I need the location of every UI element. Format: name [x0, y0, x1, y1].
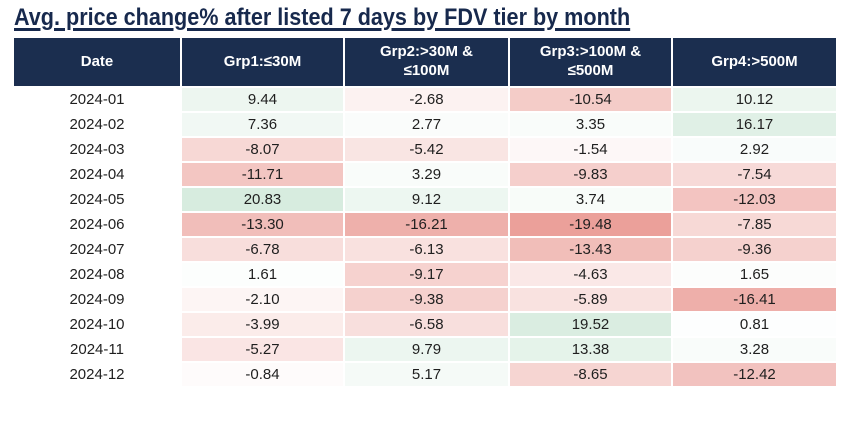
date-column-header: Date — [14, 38, 182, 88]
group-column-header-1: Grp1:≤30M — [182, 38, 345, 88]
value-cell: -6.78 — [182, 238, 345, 263]
value-cell: -12.42 — [673, 363, 836, 388]
date-cell: 2024-12 — [14, 363, 182, 388]
value-cell: 3.35 — [510, 113, 673, 138]
value-cell: -6.58 — [345, 313, 510, 338]
date-cell: 2024-01 — [14, 88, 182, 113]
value-cell: -9.17 — [345, 263, 510, 288]
table-header: Date Grp1:≤30M Grp2:>30M & ≤100M Grp3:>100M… — [14, 38, 836, 88]
date-cell: 2024-07 — [14, 238, 182, 263]
date-cell: 2024-11 — [14, 338, 182, 363]
value-cell: 2.77 — [345, 113, 510, 138]
value-cell: 10.12 — [673, 88, 836, 113]
page-title: Avg. price change% after listed 7 days b… — [14, 4, 631, 31]
value-cell: 5.17 — [345, 363, 510, 388]
value-cell: 3.74 — [510, 188, 673, 213]
value-cell: -2.68 — [345, 88, 510, 113]
date-cell: 2024-06 — [14, 213, 182, 238]
table-row: 2024-06 -13.30 -16.21 -19.48 -7.85 — [14, 213, 836, 238]
value-cell: -16.41 — [673, 288, 836, 313]
date-cell: 2024-10 — [14, 313, 182, 338]
table-row: 2024-08 1.61 -9.17 -4.63 1.65 — [14, 263, 836, 288]
group-column-header-2: Grp2:>30M & ≤100M — [345, 38, 510, 88]
date-cell: 2024-03 — [14, 138, 182, 163]
table-row: 2024-11 -5.27 9.79 13.38 3.28 — [14, 338, 836, 363]
value-cell: 2.92 — [673, 138, 836, 163]
value-cell: -2.10 — [182, 288, 345, 313]
date-cell: 2024-08 — [14, 263, 182, 288]
value-cell: -16.21 — [345, 213, 510, 238]
value-cell: 9.44 — [182, 88, 345, 113]
value-cell: -5.27 — [182, 338, 345, 363]
value-cell: 3.29 — [345, 163, 510, 188]
value-cell: 9.12 — [345, 188, 510, 213]
value-cell: 3.28 — [673, 338, 836, 363]
table-row: 2024-07 -6.78 -6.13 -13.43 -9.36 — [14, 238, 836, 263]
value-cell: -19.48 — [510, 213, 673, 238]
value-cell: -1.54 — [510, 138, 673, 163]
value-cell: -7.85 — [673, 213, 836, 238]
group-column-header-3: Grp3:>100M & ≤500M — [510, 38, 673, 88]
value-cell: 1.61 — [182, 263, 345, 288]
table-row: 2024-09 -2.10 -9.38 -5.89 -16.41 — [14, 288, 836, 313]
header-row: Date Grp1:≤30M Grp2:>30M & ≤100M Grp3:>100M… — [14, 38, 836, 88]
value-cell: 9.79 — [345, 338, 510, 363]
value-cell: 1.65 — [673, 263, 836, 288]
value-cell: 0.81 — [673, 313, 836, 338]
value-cell: -4.63 — [510, 263, 673, 288]
value-cell: -0.84 — [182, 363, 345, 388]
value-cell: -10.54 — [510, 88, 673, 113]
value-cell: -11.71 — [182, 163, 345, 188]
value-cell: -13.30 — [182, 213, 345, 238]
value-cell: 7.36 — [182, 113, 345, 138]
fdv-price-change-table: Date Grp1:≤30M Grp2:>30M & ≤100M Grp3:>100M… — [14, 38, 836, 388]
table-row: 2024-02 7.36 2.77 3.35 16.17 — [14, 113, 836, 138]
date-cell: 2024-05 — [14, 188, 182, 213]
table-row: 2024-10 -3.99 -6.58 19.52 0.81 — [14, 313, 836, 338]
value-cell: -5.89 — [510, 288, 673, 313]
value-cell: -7.54 — [673, 163, 836, 188]
value-cell: 20.83 — [182, 188, 345, 213]
value-cell: 19.52 — [510, 313, 673, 338]
table-row: 2024-12 -0.84 5.17 -8.65 -12.42 — [14, 363, 836, 388]
value-cell: -13.43 — [510, 238, 673, 263]
table-row: 2024-01 9.44 -2.68 -10.54 10.12 — [14, 88, 836, 113]
date-cell: 2024-09 — [14, 288, 182, 313]
value-cell: -3.99 — [182, 313, 345, 338]
table-row: 2024-03 -8.07 -5.42 -1.54 2.92 — [14, 138, 836, 163]
value-cell: -9.36 — [673, 238, 836, 263]
value-cell: 16.17 — [673, 113, 836, 138]
value-cell: -8.65 — [510, 363, 673, 388]
table-body: 2024-01 9.44 -2.68 -10.54 10.12 2024-02 7.36 2.… — [14, 88, 836, 388]
date-cell: 2024-02 — [14, 113, 182, 138]
date-cell: 2024-04 — [14, 163, 182, 188]
value-cell: -6.13 — [345, 238, 510, 263]
value-cell: -12.03 — [673, 188, 836, 213]
value-cell: 13.38 — [510, 338, 673, 363]
value-cell: -9.38 — [345, 288, 510, 313]
value-cell: -9.83 — [510, 163, 673, 188]
value-cell: -8.07 — [182, 138, 345, 163]
group-column-header-4: Grp4:>500M — [673, 38, 836, 88]
table-row: 2024-04 -11.71 3.29 -9.83 -7.54 — [14, 163, 836, 188]
table-row: 2024-05 20.83 9.12 3.74 -12.03 — [14, 188, 836, 213]
value-cell: -5.42 — [345, 138, 510, 163]
